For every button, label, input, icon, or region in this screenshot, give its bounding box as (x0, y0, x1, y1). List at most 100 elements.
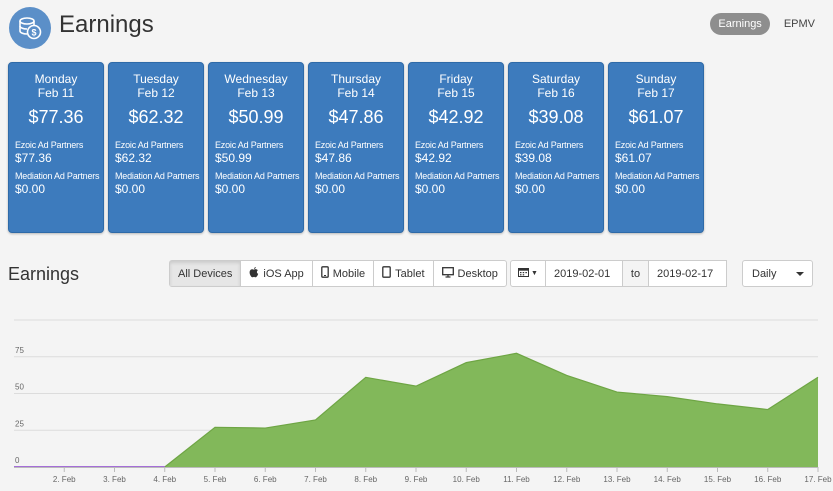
card-total: $61.07 (628, 107, 684, 127)
caret-down-icon: ▼ (531, 270, 538, 277)
card-partner-label: Ezoic Ad Partners (515, 140, 584, 150)
card-day: Monday (34, 72, 78, 86)
card-total: $39.08 (528, 107, 584, 127)
device-desktop-button[interactable]: Desktop (434, 261, 506, 286)
card-mediation-label: Mediation Ad Partners (515, 171, 600, 181)
day-earnings-card[interactable]: Thursday Feb 14 $47.86 Ezoic Ad Partners $47… (308, 62, 404, 233)
card-mediation-label: Mediation Ad Partners (15, 171, 100, 181)
card-partner-label: Ezoic Ad Partners (615, 140, 684, 150)
day-earnings-card[interactable]: Wednesday Feb 13 $50.99 Ezoic Ad Partners $5… (208, 62, 304, 233)
x-tick-label: 2. Feb (53, 475, 76, 484)
x-tick-label: 11. Feb (503, 475, 530, 484)
section-title: Earnings (8, 264, 80, 284)
card-mediation-label: Mediation Ad Partners (615, 171, 700, 181)
card-mediation-value: $0.00 (115, 182, 146, 196)
card-total: $47.86 (328, 107, 384, 127)
card-mediation-value: $0.00 (515, 182, 546, 196)
day-earnings-card[interactable]: Saturday Feb 16 $39.08 Ezoic Ad Partners $39… (508, 62, 604, 233)
x-tick-label: 5. Feb (204, 475, 227, 484)
interval-select-value: Daily (752, 267, 777, 280)
x-tick-label: 9. Feb (405, 475, 428, 484)
day-earnings-card[interactable]: Friday Feb 15 $42.92 Ezoic Ad Partners $42.9… (408, 62, 504, 233)
page-title: Earnings (59, 11, 154, 38)
desktop-icon (441, 266, 454, 281)
card-date: Feb 16 (537, 86, 575, 100)
card-mediation-label: Mediation Ad Partners (415, 171, 500, 181)
x-tick-label: 8. Feb (354, 475, 377, 484)
device-mobile-label: Mobile (332, 267, 366, 280)
card-total: $50.99 (228, 107, 284, 127)
y-tick-label: 25 (15, 419, 24, 428)
x-tick-label: 14. Feb (654, 475, 682, 484)
apple-icon (249, 266, 259, 281)
start-date-input[interactable]: 2019-02-01 (545, 260, 623, 287)
card-day: Tuesday (133, 72, 179, 86)
device-mobile-button[interactable]: Mobile (313, 261, 375, 286)
card-mediation-label: Mediation Ad Partners (115, 171, 200, 181)
card-mediation-label: Mediation Ad Partners (215, 171, 300, 181)
calendar-icon (518, 267, 530, 280)
card-date: Feb 12 (137, 86, 175, 100)
card-partner-value: $61.07 (615, 151, 652, 165)
card-date: Feb 15 (437, 86, 475, 100)
x-tick-label: 10. Feb (453, 475, 481, 484)
card-partner-label: Ezoic Ad Partners (315, 140, 384, 150)
x-tick-label: 3. Feb (103, 475, 126, 484)
card-partner-label: Ezoic Ad Partners (15, 140, 84, 150)
device-ios-button[interactable]: iOS App (241, 261, 313, 286)
card-day: Sunday (635, 72, 677, 86)
card-day: Friday (439, 72, 473, 86)
date-range-separator: to (623, 260, 648, 287)
card-day: Wednesday (224, 72, 288, 86)
card-day: Thursday (330, 72, 382, 86)
tablet-icon (382, 266, 392, 281)
card-total: $77.36 (28, 107, 84, 127)
card-date: Feb 17 (637, 86, 675, 100)
earnings-chart: 0 25 50 75 2. Feb 3. Feb 4. Feb 5. Feb 6. Feb 7. … (0, 300, 833, 491)
x-tick-label: 15. Feb (704, 475, 732, 484)
x-tick-label: 13. Feb (603, 475, 631, 484)
end-date-input[interactable]: 2019-02-17 (648, 260, 727, 287)
earnings-area-chart: 0 25 50 75 2. Feb 3. Feb 4. Feb 5. Feb 6. Feb 7. … (14, 319, 832, 484)
day-earnings-card[interactable]: Sunday Feb 17 $61.07 Ezoic Ad Partners $61.0… (608, 62, 704, 233)
y-tick-label: 50 (15, 383, 24, 392)
card-mediation-value: $0.00 (415, 182, 446, 196)
daily-earnings-cards: Monday Feb 11 $77.36 Ezoic Ad Partners $77.3… (8, 62, 704, 233)
device-tablet-label: Tablet (395, 267, 425, 280)
x-tick-label: 16. Feb (754, 475, 782, 484)
mobile-icon (320, 266, 329, 281)
card-mediation-value: $0.00 (215, 182, 246, 196)
page-header: $ Earnings Earnings EPMV (0, 0, 833, 56)
x-tick-label: 6. Feb (254, 475, 277, 484)
day-earnings-card[interactable]: Tuesday Feb 12 $62.32 Ezoic Ad Partners $62.… (108, 62, 204, 233)
card-date: Feb 11 (37, 86, 75, 100)
metric-toggle: Earnings EPMV (710, 13, 823, 35)
coins-logo-icon: $ (9, 7, 51, 49)
card-total: $42.92 (428, 107, 484, 127)
svg-text:$: $ (31, 28, 36, 38)
toggle-earnings[interactable]: Earnings (710, 13, 770, 35)
card-mediation-value: $0.00 (315, 182, 346, 196)
card-mediation-label: Mediation Ad Partners (315, 171, 400, 181)
card-date: Feb 13 (237, 86, 275, 100)
card-partner-value: $77.36 (15, 151, 52, 165)
device-ios-label: iOS App (263, 267, 304, 280)
interval-select[interactable]: Daily (742, 260, 813, 287)
device-tablet-button[interactable]: Tablet (374, 261, 434, 286)
toggle-epmv[interactable]: EPMV (783, 18, 815, 30)
x-tick-label: 12. Feb (553, 475, 581, 484)
y-tick-label: 75 (15, 346, 24, 355)
device-all-label: All Devices (178, 267, 233, 280)
card-mediation-value: $0.00 (615, 182, 646, 196)
device-all-button[interactable]: All Devices (170, 261, 242, 286)
x-tick-label: 7. Feb (304, 475, 327, 484)
card-partner-label: Ezoic Ad Partners (215, 140, 284, 150)
device-desktop-label: Desktop (457, 267, 498, 280)
card-partner-value: $47.86 (315, 151, 352, 165)
card-total: $62.32 (128, 107, 184, 127)
x-tick-label: 4. Feb (153, 475, 176, 484)
calendar-dropdown-button[interactable]: ▼ (510, 260, 546, 287)
card-partner-value: $50.99 (215, 151, 252, 165)
day-earnings-card[interactable]: Monday Feb 11 $77.36 Ezoic Ad Partners $77.3… (8, 62, 104, 233)
card-day: Saturday (531, 72, 581, 86)
